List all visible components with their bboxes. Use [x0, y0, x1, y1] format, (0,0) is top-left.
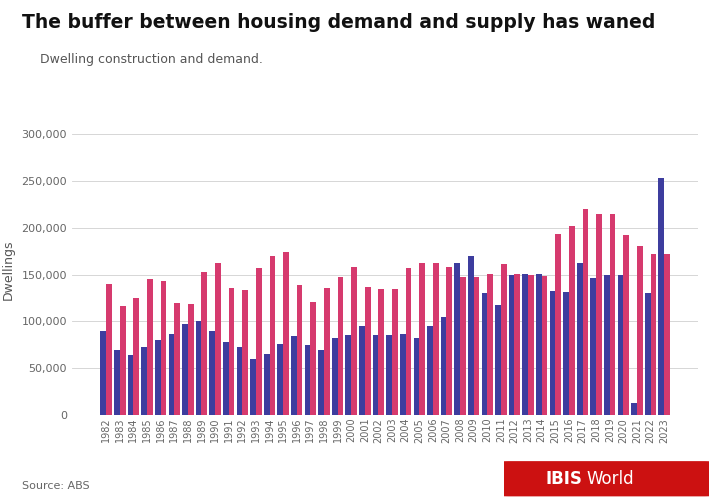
Bar [495, 304, 501, 415]
Bar [624, 236, 629, 415]
Bar [101, 331, 106, 415]
Bar [501, 264, 507, 415]
Bar [114, 350, 120, 415]
Text: World: World [586, 470, 634, 488]
Bar [569, 226, 575, 415]
Bar [446, 267, 452, 415]
Bar [202, 272, 207, 415]
Bar [590, 278, 596, 415]
Bar [161, 281, 166, 415]
Bar [515, 274, 521, 415]
Bar [351, 267, 357, 415]
Bar [487, 274, 493, 415]
Bar [610, 214, 616, 415]
Bar [468, 256, 474, 415]
Bar [182, 324, 188, 415]
Bar [229, 288, 235, 415]
Bar [392, 288, 397, 415]
Bar [379, 288, 384, 415]
Bar [174, 302, 180, 415]
Bar [223, 342, 229, 415]
Bar [400, 334, 405, 415]
Bar [549, 290, 555, 415]
FancyBboxPatch shape [498, 461, 716, 496]
Bar [297, 285, 302, 415]
Bar [645, 294, 651, 415]
Bar [196, 320, 202, 415]
Bar [651, 254, 657, 415]
Bar [582, 209, 588, 415]
Bar [541, 276, 547, 415]
Bar [346, 336, 351, 415]
Bar [264, 354, 269, 415]
Bar [256, 268, 261, 415]
Bar [413, 338, 419, 415]
Text: The buffer between housing demand and supply has waned: The buffer between housing demand and su… [22, 12, 655, 32]
Text: IBIS: IBIS [545, 470, 582, 488]
Bar [618, 274, 624, 415]
Bar [665, 254, 670, 415]
Bar [318, 350, 324, 415]
Bar [419, 264, 425, 415]
Bar [237, 346, 243, 415]
Bar [373, 336, 379, 415]
Bar [433, 264, 438, 415]
Bar [210, 331, 215, 415]
Bar [106, 284, 112, 415]
Bar [637, 246, 643, 415]
Bar [147, 280, 153, 415]
Bar [604, 274, 610, 415]
Bar [155, 340, 161, 415]
Bar [141, 346, 147, 415]
Bar [631, 403, 637, 415]
Bar [188, 304, 194, 415]
Bar [310, 302, 316, 415]
Bar [405, 268, 411, 415]
Bar [387, 334, 392, 415]
Bar [555, 234, 561, 415]
Bar [454, 262, 460, 415]
Bar [482, 294, 487, 415]
Bar [332, 338, 338, 415]
Bar [427, 326, 433, 415]
Y-axis label: Dwellings: Dwellings [1, 240, 14, 300]
Bar [127, 355, 133, 415]
Bar [460, 276, 466, 415]
Bar [528, 274, 534, 415]
Bar [563, 292, 569, 415]
Bar [509, 274, 515, 415]
Text: Dwelling construction and demand.: Dwelling construction and demand. [40, 52, 263, 66]
Bar [596, 214, 602, 415]
Bar [365, 287, 371, 415]
Bar [283, 252, 289, 415]
Bar [291, 336, 297, 415]
Bar [659, 178, 665, 415]
Bar [269, 256, 275, 415]
Bar [168, 334, 174, 415]
Bar [359, 326, 365, 415]
Bar [120, 306, 125, 415]
Bar [536, 274, 541, 415]
Bar [474, 278, 480, 415]
Bar [133, 298, 139, 415]
Bar [305, 345, 310, 415]
Bar [243, 290, 248, 415]
Bar [215, 262, 221, 415]
Bar [338, 278, 343, 415]
Bar [577, 264, 582, 415]
Text: Source: ABS: Source: ABS [22, 481, 89, 491]
Bar [523, 274, 528, 415]
Bar [250, 359, 256, 415]
Bar [324, 288, 330, 415]
Bar [441, 317, 446, 415]
Bar [277, 344, 283, 415]
